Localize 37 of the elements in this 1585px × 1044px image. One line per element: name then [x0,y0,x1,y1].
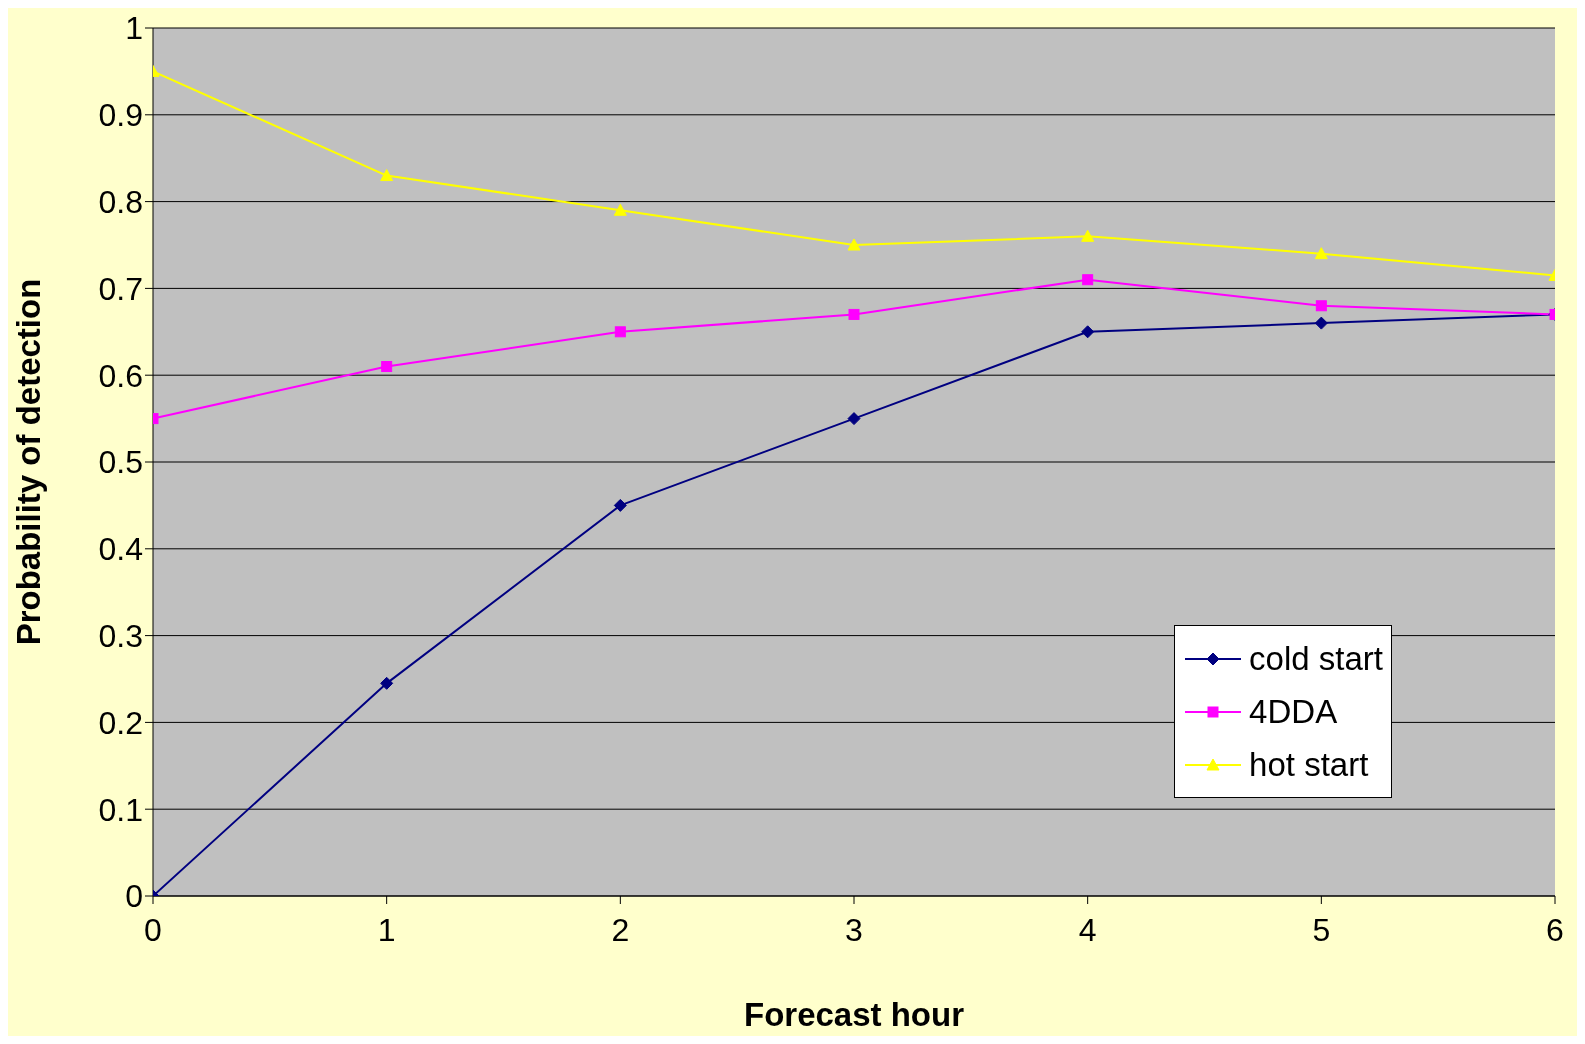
point [614,326,626,338]
point [1081,325,1095,339]
point [1081,229,1095,242]
point [613,203,627,216]
point [847,238,861,251]
y-tick-label: 0.8 [98,183,143,220]
x-tick-label: 6 [1546,911,1564,948]
y-tick-label: 0.7 [98,270,143,307]
legend-label: cold start [1249,639,1383,678]
y-tick-label: 0.4 [98,531,143,568]
y-tick-label: 0 [125,878,143,915]
point [1082,274,1094,286]
y-tick-label: 1 [125,10,143,47]
x-tick-label: 2 [611,911,630,948]
x-axis-title: Forecast hour [743,996,965,1033]
y-tick-label: 0.9 [98,97,143,134]
point [381,361,393,373]
x-tick-label: 4 [1078,911,1097,948]
point [848,308,860,320]
y-tick-label: 0.2 [98,704,143,741]
x-tick-label: 5 [1312,911,1331,948]
y-tick-label: 0.5 [98,444,143,481]
point [380,676,394,690]
point [380,169,394,182]
point [613,498,627,512]
y-tick-label: 0.3 [98,617,143,654]
legend-label: 4DDA [1249,692,1338,731]
y-tick-label: 0.1 [98,791,143,828]
point [847,412,861,426]
x-tick-label: 3 [845,911,863,948]
legend-label: hot start [1249,745,1369,784]
x-tick-label: 1 [377,911,396,948]
y-axis-title: Probability of detection [9,278,47,646]
y-tick-label: 0.6 [98,357,143,394]
point [1315,300,1327,312]
point [1314,247,1328,260]
point [1314,316,1328,330]
